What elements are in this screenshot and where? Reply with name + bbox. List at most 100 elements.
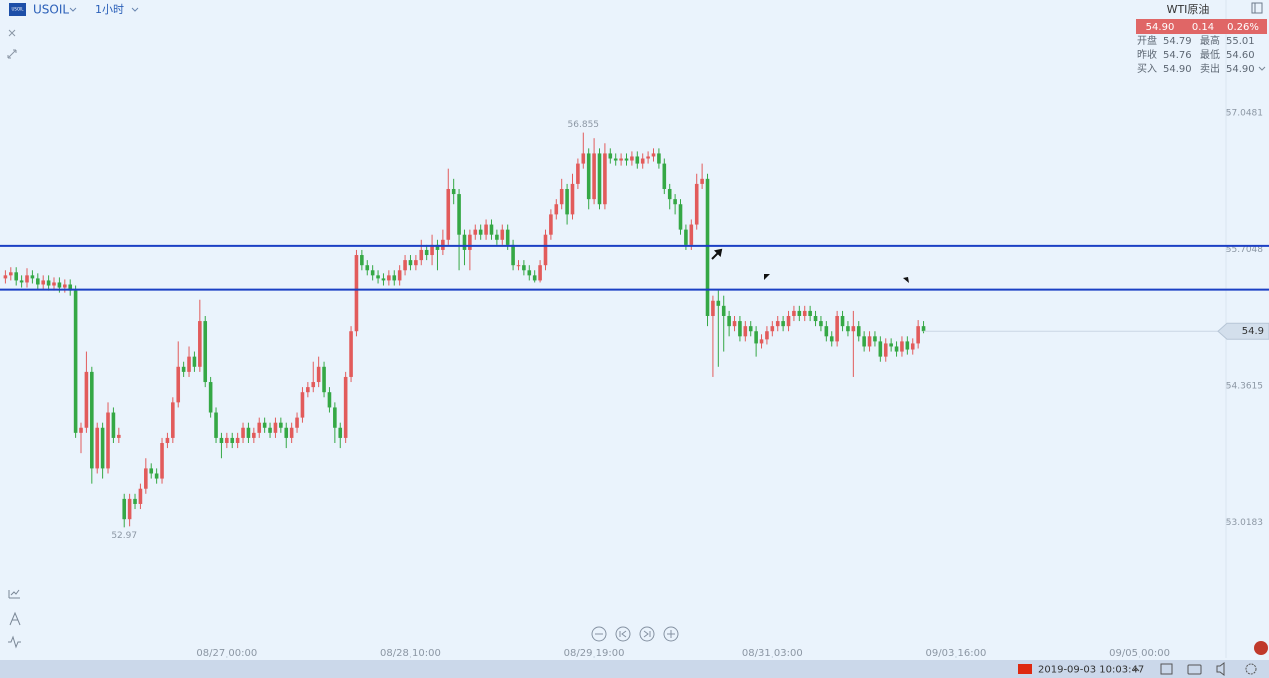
y-tick-label: 55.7048 xyxy=(1226,245,1263,255)
sound-icon[interactable] xyxy=(1216,662,1225,676)
candle-body xyxy=(878,341,883,357)
x-tick-label: 08/28 10:00 xyxy=(380,648,441,659)
candle-body xyxy=(797,310,802,316)
candle-body xyxy=(149,468,154,474)
draw-icon[interactable] xyxy=(9,611,21,626)
candle-body xyxy=(311,382,316,388)
candle-body xyxy=(516,265,521,267)
camera-icon[interactable] xyxy=(1187,664,1202,675)
candle-body xyxy=(284,427,289,438)
candle-body xyxy=(181,366,186,372)
zoom-out[interactable] xyxy=(591,626,607,642)
x-tick-label: 09/05 00:00 xyxy=(1109,648,1170,659)
layout-icon[interactable] xyxy=(1160,663,1173,675)
candle-body xyxy=(770,326,775,332)
candle-body xyxy=(41,280,46,285)
candle-body xyxy=(63,284,67,288)
indicator-icon[interactable] xyxy=(8,589,20,599)
symbol[interactable]: USOIL xyxy=(33,3,69,17)
candle-body xyxy=(127,498,132,520)
high-marker: 56.855 xyxy=(568,120,600,130)
candle-body xyxy=(889,343,893,347)
candle-body xyxy=(360,255,364,266)
quote-label: 买入 xyxy=(1137,63,1157,75)
candle-body xyxy=(570,183,575,215)
candle-body xyxy=(505,229,510,245)
candle-body xyxy=(732,321,737,327)
candle-body xyxy=(370,270,375,276)
candle-body xyxy=(441,239,445,250)
y-tick-label: 57.0481 xyxy=(1226,108,1263,118)
scroll-start[interactable] xyxy=(615,626,631,642)
candle-body xyxy=(451,188,456,195)
candle-body xyxy=(738,321,742,337)
quote-change: 0.14 xyxy=(1192,22,1214,33)
candle-body xyxy=(225,437,229,444)
quote-name: WTI原油 xyxy=(1167,2,1210,16)
candle-body xyxy=(435,244,440,250)
candle-body xyxy=(613,158,618,161)
candle-body xyxy=(667,188,672,200)
candle-body xyxy=(349,331,353,377)
candle-body xyxy=(662,163,667,189)
candle-body xyxy=(52,282,56,286)
candle-body xyxy=(851,326,856,332)
wave-icon[interactable] xyxy=(8,635,21,649)
candle-body xyxy=(95,427,100,469)
candle-body xyxy=(873,336,877,342)
collapse-icon[interactable] xyxy=(7,49,17,59)
dropdown-caret[interactable] xyxy=(131,7,139,12)
quote-value: 54.79 xyxy=(1163,36,1192,47)
candle-body xyxy=(824,326,829,337)
x-tick-label: 08/31 03:00 xyxy=(742,648,803,659)
candle-body xyxy=(543,234,548,266)
candle-body xyxy=(581,153,586,164)
candle-body xyxy=(300,392,305,418)
candle-body xyxy=(916,326,920,344)
time-caret[interactable] xyxy=(1132,667,1140,672)
candle-body xyxy=(403,260,407,271)
candle-body xyxy=(705,178,710,316)
candle-body xyxy=(376,275,380,279)
candle-body xyxy=(549,214,553,235)
candle-body xyxy=(333,407,337,428)
settings-icon[interactable] xyxy=(1245,663,1257,675)
candle-body xyxy=(473,229,478,235)
candle-body xyxy=(154,473,159,479)
candle-body xyxy=(657,153,661,164)
symbol-icon xyxy=(9,3,26,16)
candle-body xyxy=(414,260,418,266)
quote-value: 54.90 xyxy=(1226,64,1255,75)
candle-body xyxy=(586,153,591,200)
candle-body xyxy=(446,188,451,240)
candle-body xyxy=(19,280,24,283)
symbol-icon-text: USOIL xyxy=(11,7,24,12)
candle-body xyxy=(84,371,89,428)
candle-body xyxy=(748,326,753,332)
candle-body xyxy=(829,336,834,342)
dropdown-caret[interactable] xyxy=(69,7,77,12)
candle-body xyxy=(392,275,397,281)
candle-body xyxy=(208,382,213,413)
candle-body xyxy=(511,244,515,266)
zoom-in[interactable] xyxy=(663,626,679,642)
panel-icon[interactable] xyxy=(1251,2,1263,14)
expand-caret[interactable] xyxy=(1258,66,1266,71)
candle-body xyxy=(268,427,272,433)
close-icon[interactable] xyxy=(8,29,16,37)
last-price-box xyxy=(1217,322,1269,340)
candle-body xyxy=(921,326,926,332)
candle-body xyxy=(262,422,267,428)
scroll-end[interactable] xyxy=(639,626,655,642)
candle-body xyxy=(295,417,299,428)
candle-body xyxy=(808,310,812,316)
interval[interactable]: 1小时 xyxy=(95,3,124,16)
candle-body xyxy=(165,437,170,444)
alert-icon[interactable] xyxy=(1254,641,1268,655)
candle-body xyxy=(230,437,235,444)
candle-body xyxy=(538,265,542,281)
candle-body xyxy=(711,300,715,316)
candle-body xyxy=(835,315,839,342)
